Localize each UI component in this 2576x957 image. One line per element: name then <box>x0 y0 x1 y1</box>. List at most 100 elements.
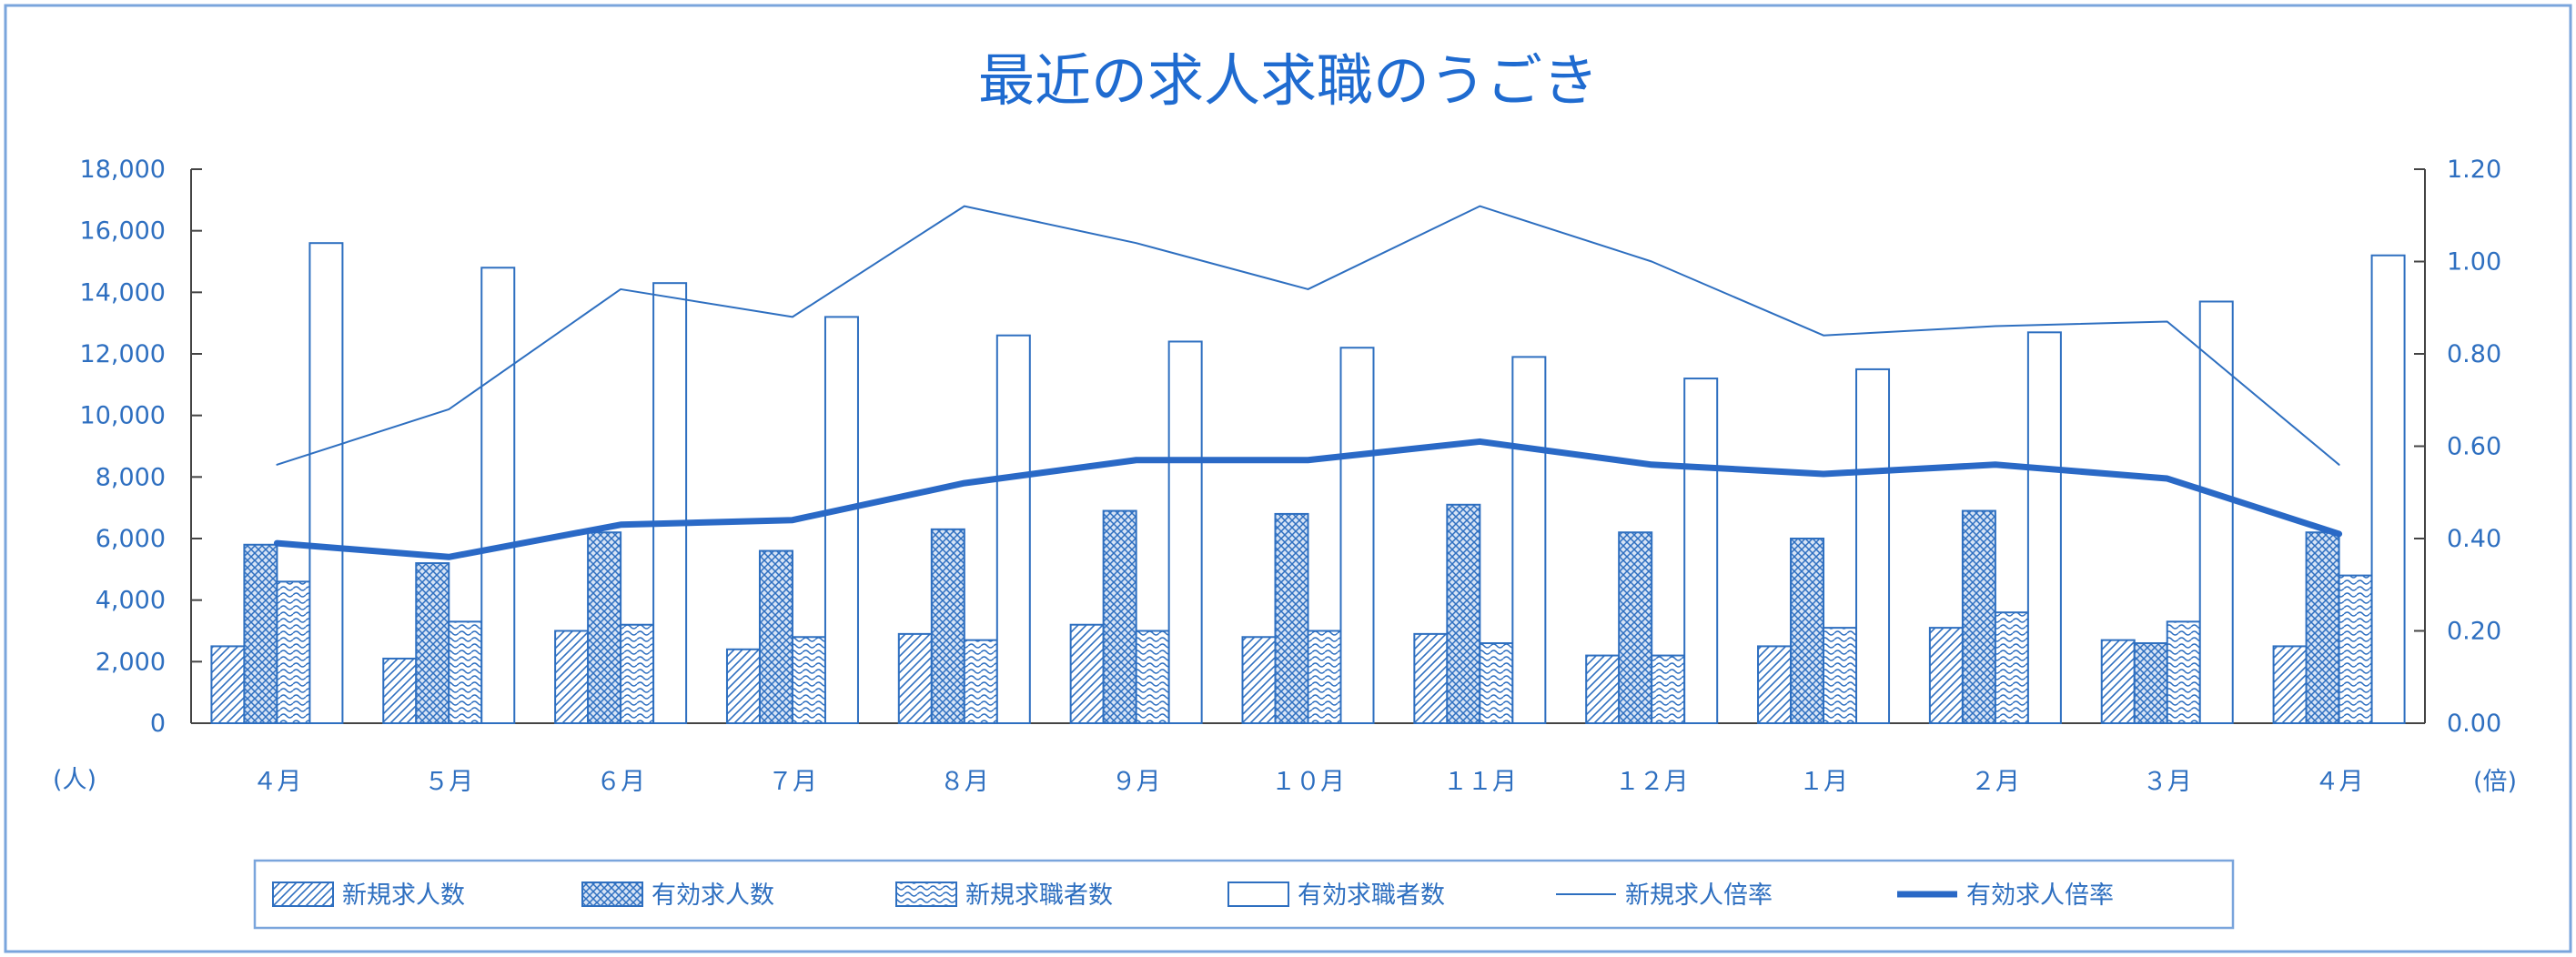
bar-empty <box>2026 331 2062 724</box>
bar-cross <box>587 531 622 724</box>
left-tick-label: 12,000 <box>80 340 166 368</box>
right-tick-label: 1.20 <box>2447 156 2501 184</box>
bar-cross <box>2133 642 2168 724</box>
bars <box>210 242 2406 725</box>
bar-cross <box>1618 531 1653 724</box>
legend-swatch <box>272 881 334 907</box>
x-tick-label: １月 <box>1799 768 1848 796</box>
bar-wave <box>620 623 655 725</box>
bar-cross <box>930 528 965 724</box>
x-tick-label: ４月 <box>2315 768 2364 796</box>
x-tick-label: ４月 <box>252 768 301 796</box>
right-tick-label: 1.00 <box>2447 248 2501 277</box>
bar-wave <box>1651 654 1686 724</box>
bar-empty <box>1511 356 1547 724</box>
left-tick-label: 2,000 <box>96 648 166 676</box>
x-tick-label: １１月 <box>1443 768 1517 796</box>
bar-empty <box>480 267 516 724</box>
bar-cross <box>1274 512 1309 725</box>
bar-wave <box>963 639 998 725</box>
right-tick-label: 0.60 <box>2447 433 2501 461</box>
legend-swatch <box>895 881 957 907</box>
line-thin <box>276 205 2340 466</box>
chart-title: 最近の求人求職のうごき <box>978 47 1599 114</box>
right-tick-label: 0.00 <box>2447 710 2501 738</box>
right-axis-unit: (倍) <box>2473 768 2517 796</box>
bar-wave <box>276 580 311 724</box>
legend: 新規求人数 有効求人数 新規求職者数 有効求職者数 新規求人倍率 有効求人倍率 <box>272 881 2114 910</box>
x-tick-label: ７月 <box>768 768 817 796</box>
bar-empty <box>1683 378 1719 724</box>
bar-empty <box>995 334 1031 724</box>
bar-diag <box>1241 636 1277 724</box>
left-tick-label: 4,000 <box>96 587 166 615</box>
bar-wave <box>1994 611 2029 725</box>
bar-wave <box>791 636 826 724</box>
chart-frame <box>4 4 2572 953</box>
legend-label: 新規求職者数 <box>965 881 1113 910</box>
bar-diag <box>725 648 761 724</box>
x-tick-label: ３月 <box>2143 768 2192 796</box>
bar-diag <box>1069 623 1105 725</box>
bar-wave <box>1135 630 1170 724</box>
right-tick-label: 0.40 <box>2447 525 2501 553</box>
left-tick-label: 18,000 <box>80 156 166 184</box>
bar-wave <box>448 620 483 724</box>
bar-cross <box>415 562 450 724</box>
x-tick-labels: ４月 ５月 ６月 ７月 ８月 ９月 １０月 １１月 １２月 １月 ２月 ３月 ４月 <box>252 768 2363 796</box>
x-tick-label: １２月 <box>1615 768 1689 796</box>
bar-cross <box>2305 531 2340 724</box>
legend-label: 新規求人数 <box>342 881 465 910</box>
legend-label: 新規求人倍率 <box>1625 881 1773 910</box>
bar-empty <box>2198 300 2234 724</box>
bar-empty <box>652 282 688 724</box>
x-tick-label: ６月 <box>596 768 645 796</box>
left-axis-unit: (人) <box>53 766 96 794</box>
bar-diag <box>2100 639 2136 725</box>
bar-cross <box>758 549 793 724</box>
line-thick <box>273 438 2343 560</box>
right-tick-label: 0.80 <box>2447 340 2501 368</box>
bar-empty <box>308 242 344 724</box>
bar-empty <box>823 316 859 724</box>
bar-empty <box>2370 254 2406 724</box>
bar-empty <box>1339 347 1375 724</box>
bar-empty <box>1167 340 1203 724</box>
legend-label: 有効求人数 <box>652 881 774 910</box>
bar-wave <box>1307 630 1342 724</box>
bar-wave <box>1823 627 1858 724</box>
left-tick-label: 6,000 <box>96 525 166 553</box>
bar-wave <box>1479 642 1514 724</box>
bar-cross <box>1790 538 1825 724</box>
bar-diag <box>210 645 246 725</box>
legend-swatch <box>1227 881 1289 907</box>
bar-cross <box>1961 509 1996 724</box>
bar-empty <box>1855 368 1891 724</box>
bar-diag <box>1413 632 1449 725</box>
axes: 18,000 16,000 14,000 12,000 10,000 8,000 6,000… <box>80 156 2502 738</box>
bar-diag <box>1585 654 1621 724</box>
bar-diag <box>554 630 590 724</box>
left-tick-label: 8,000 <box>96 463 166 491</box>
bar-cross <box>1102 509 1137 724</box>
x-tick-label: ２月 <box>1971 768 2020 796</box>
left-tick-label: 16,000 <box>80 217 166 246</box>
lines <box>273 205 2343 560</box>
right-tick-label: 0.20 <box>2447 618 2501 646</box>
legend-label: 有効求職者数 <box>1298 881 1445 910</box>
left-tick-label: 0 <box>150 710 166 738</box>
bar-diag <box>2272 645 2308 725</box>
bar-diag <box>382 657 418 725</box>
x-tick-label: ８月 <box>940 768 989 796</box>
legend-label: 有効求人倍率 <box>1966 881 2114 910</box>
left-tick-label: 14,000 <box>80 278 166 307</box>
bar-wave <box>2166 620 2201 724</box>
legend-swatch <box>581 881 643 907</box>
left-tick-label: 10,000 <box>80 402 166 430</box>
bar-cross <box>1446 503 1481 724</box>
x-tick-label: ５月 <box>424 768 473 796</box>
x-tick-label: ９月 <box>1112 768 1161 796</box>
bar-diag <box>897 632 933 725</box>
bar-wave <box>2338 574 2373 724</box>
